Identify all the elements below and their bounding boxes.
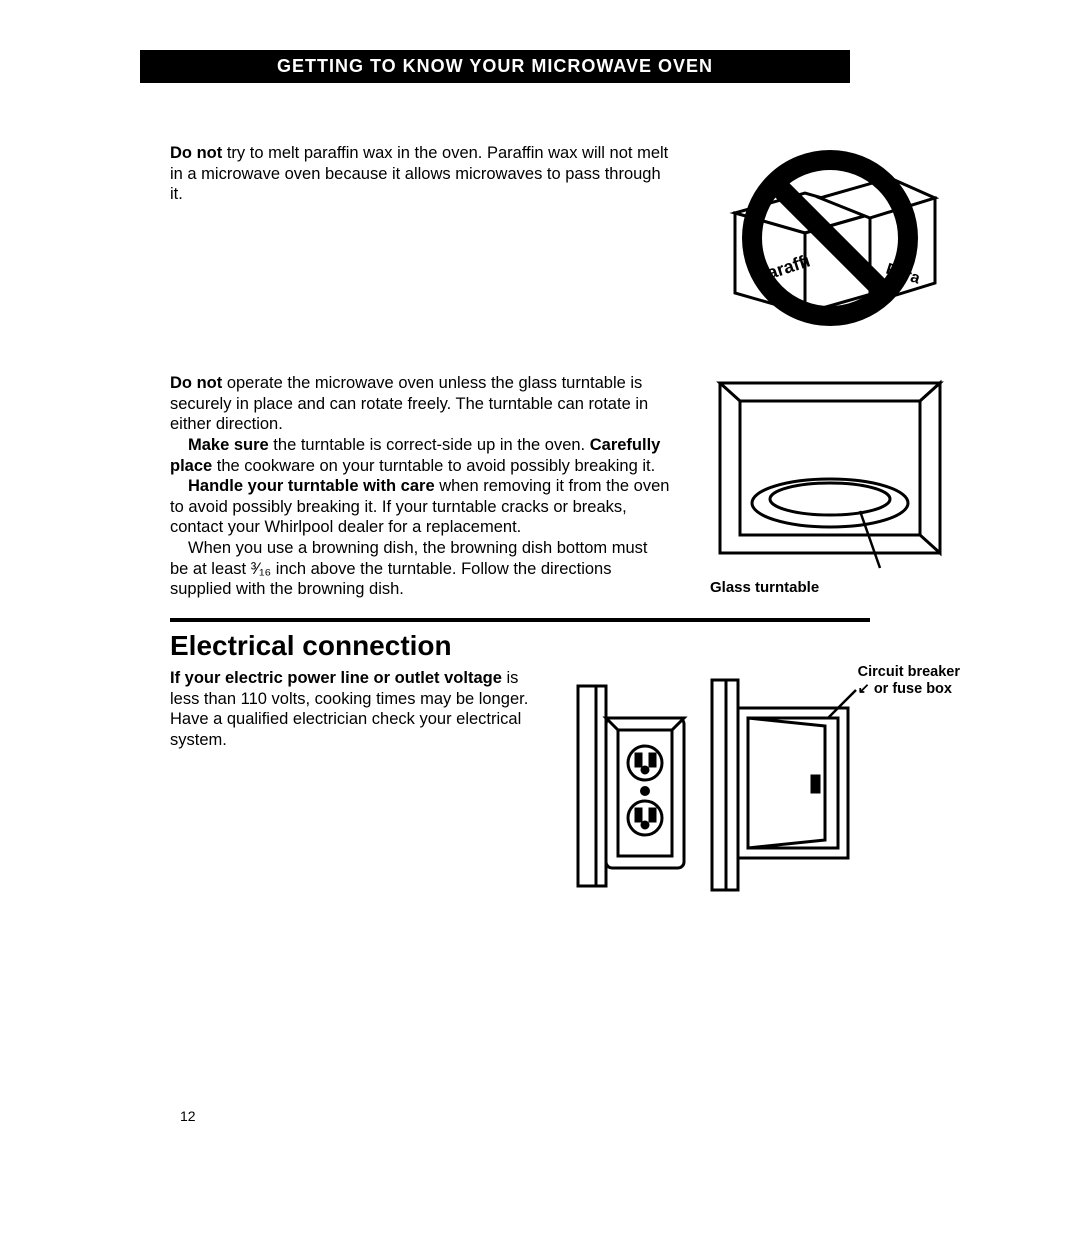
turntable-caption: Glass turntable [710, 579, 950, 596]
paraffin-rest: try to melt paraffin wax in the oven. Pa… [170, 144, 668, 203]
section-divider [170, 618, 870, 622]
electrical-figure-wrap: Circuit breaker ↙ or fuse box [570, 668, 950, 898]
turntable-p3: Handle your turntable with care when rem… [170, 476, 670, 538]
electrical-heading: Electrical connection [170, 630, 950, 662]
section-electrical: If your electric power line or outlet vo… [170, 668, 950, 898]
section-header-bar: GETTING TO KNOW YOUR MICROWAVE OVEN [140, 50, 850, 83]
microwave-turntable-icon [710, 373, 950, 573]
paraffin-figure: Paraffi Para [710, 143, 950, 333]
electrical-p1: If your electric power line or outlet vo… [170, 668, 530, 751]
turntable-p1: Do not operate the microwave oven unless… [170, 373, 670, 435]
section-paraffin: Do not try to melt paraffin wax in the o… [170, 143, 950, 333]
donot-bold-2: Do not [170, 374, 222, 392]
donot-bold-1: Do not [170, 144, 222, 162]
turntable-p4: When you use a browning dish, the browni… [170, 538, 670, 600]
outlet-breaker-icon [570, 668, 870, 898]
paraffin-text: Do not try to melt paraffin wax in the o… [170, 143, 670, 205]
circuit-breaker-callout: Circuit breaker ↙ or fuse box [858, 664, 960, 697]
turntable-figure: Glass turntable [710, 373, 950, 596]
section-turntable: Do not operate the microwave oven unless… [170, 373, 950, 600]
page-number: 12 [180, 1108, 196, 1124]
no-paraffin-icon: Paraffi Para [710, 143, 950, 333]
turntable-p2: Make sure the turntable is correct-side … [170, 435, 670, 476]
